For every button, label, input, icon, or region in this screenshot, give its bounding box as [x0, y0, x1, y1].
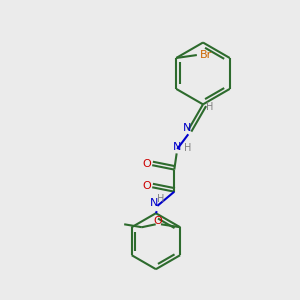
Text: N: N — [150, 198, 158, 208]
Text: O: O — [142, 159, 151, 169]
Text: H: H — [184, 142, 191, 152]
Text: H: H — [206, 102, 213, 112]
Text: O: O — [153, 216, 162, 226]
Text: N: N — [183, 123, 191, 134]
Text: N: N — [173, 142, 182, 152]
Text: Br: Br — [200, 50, 212, 60]
Text: O: O — [142, 181, 151, 191]
Text: H: H — [157, 194, 165, 204]
